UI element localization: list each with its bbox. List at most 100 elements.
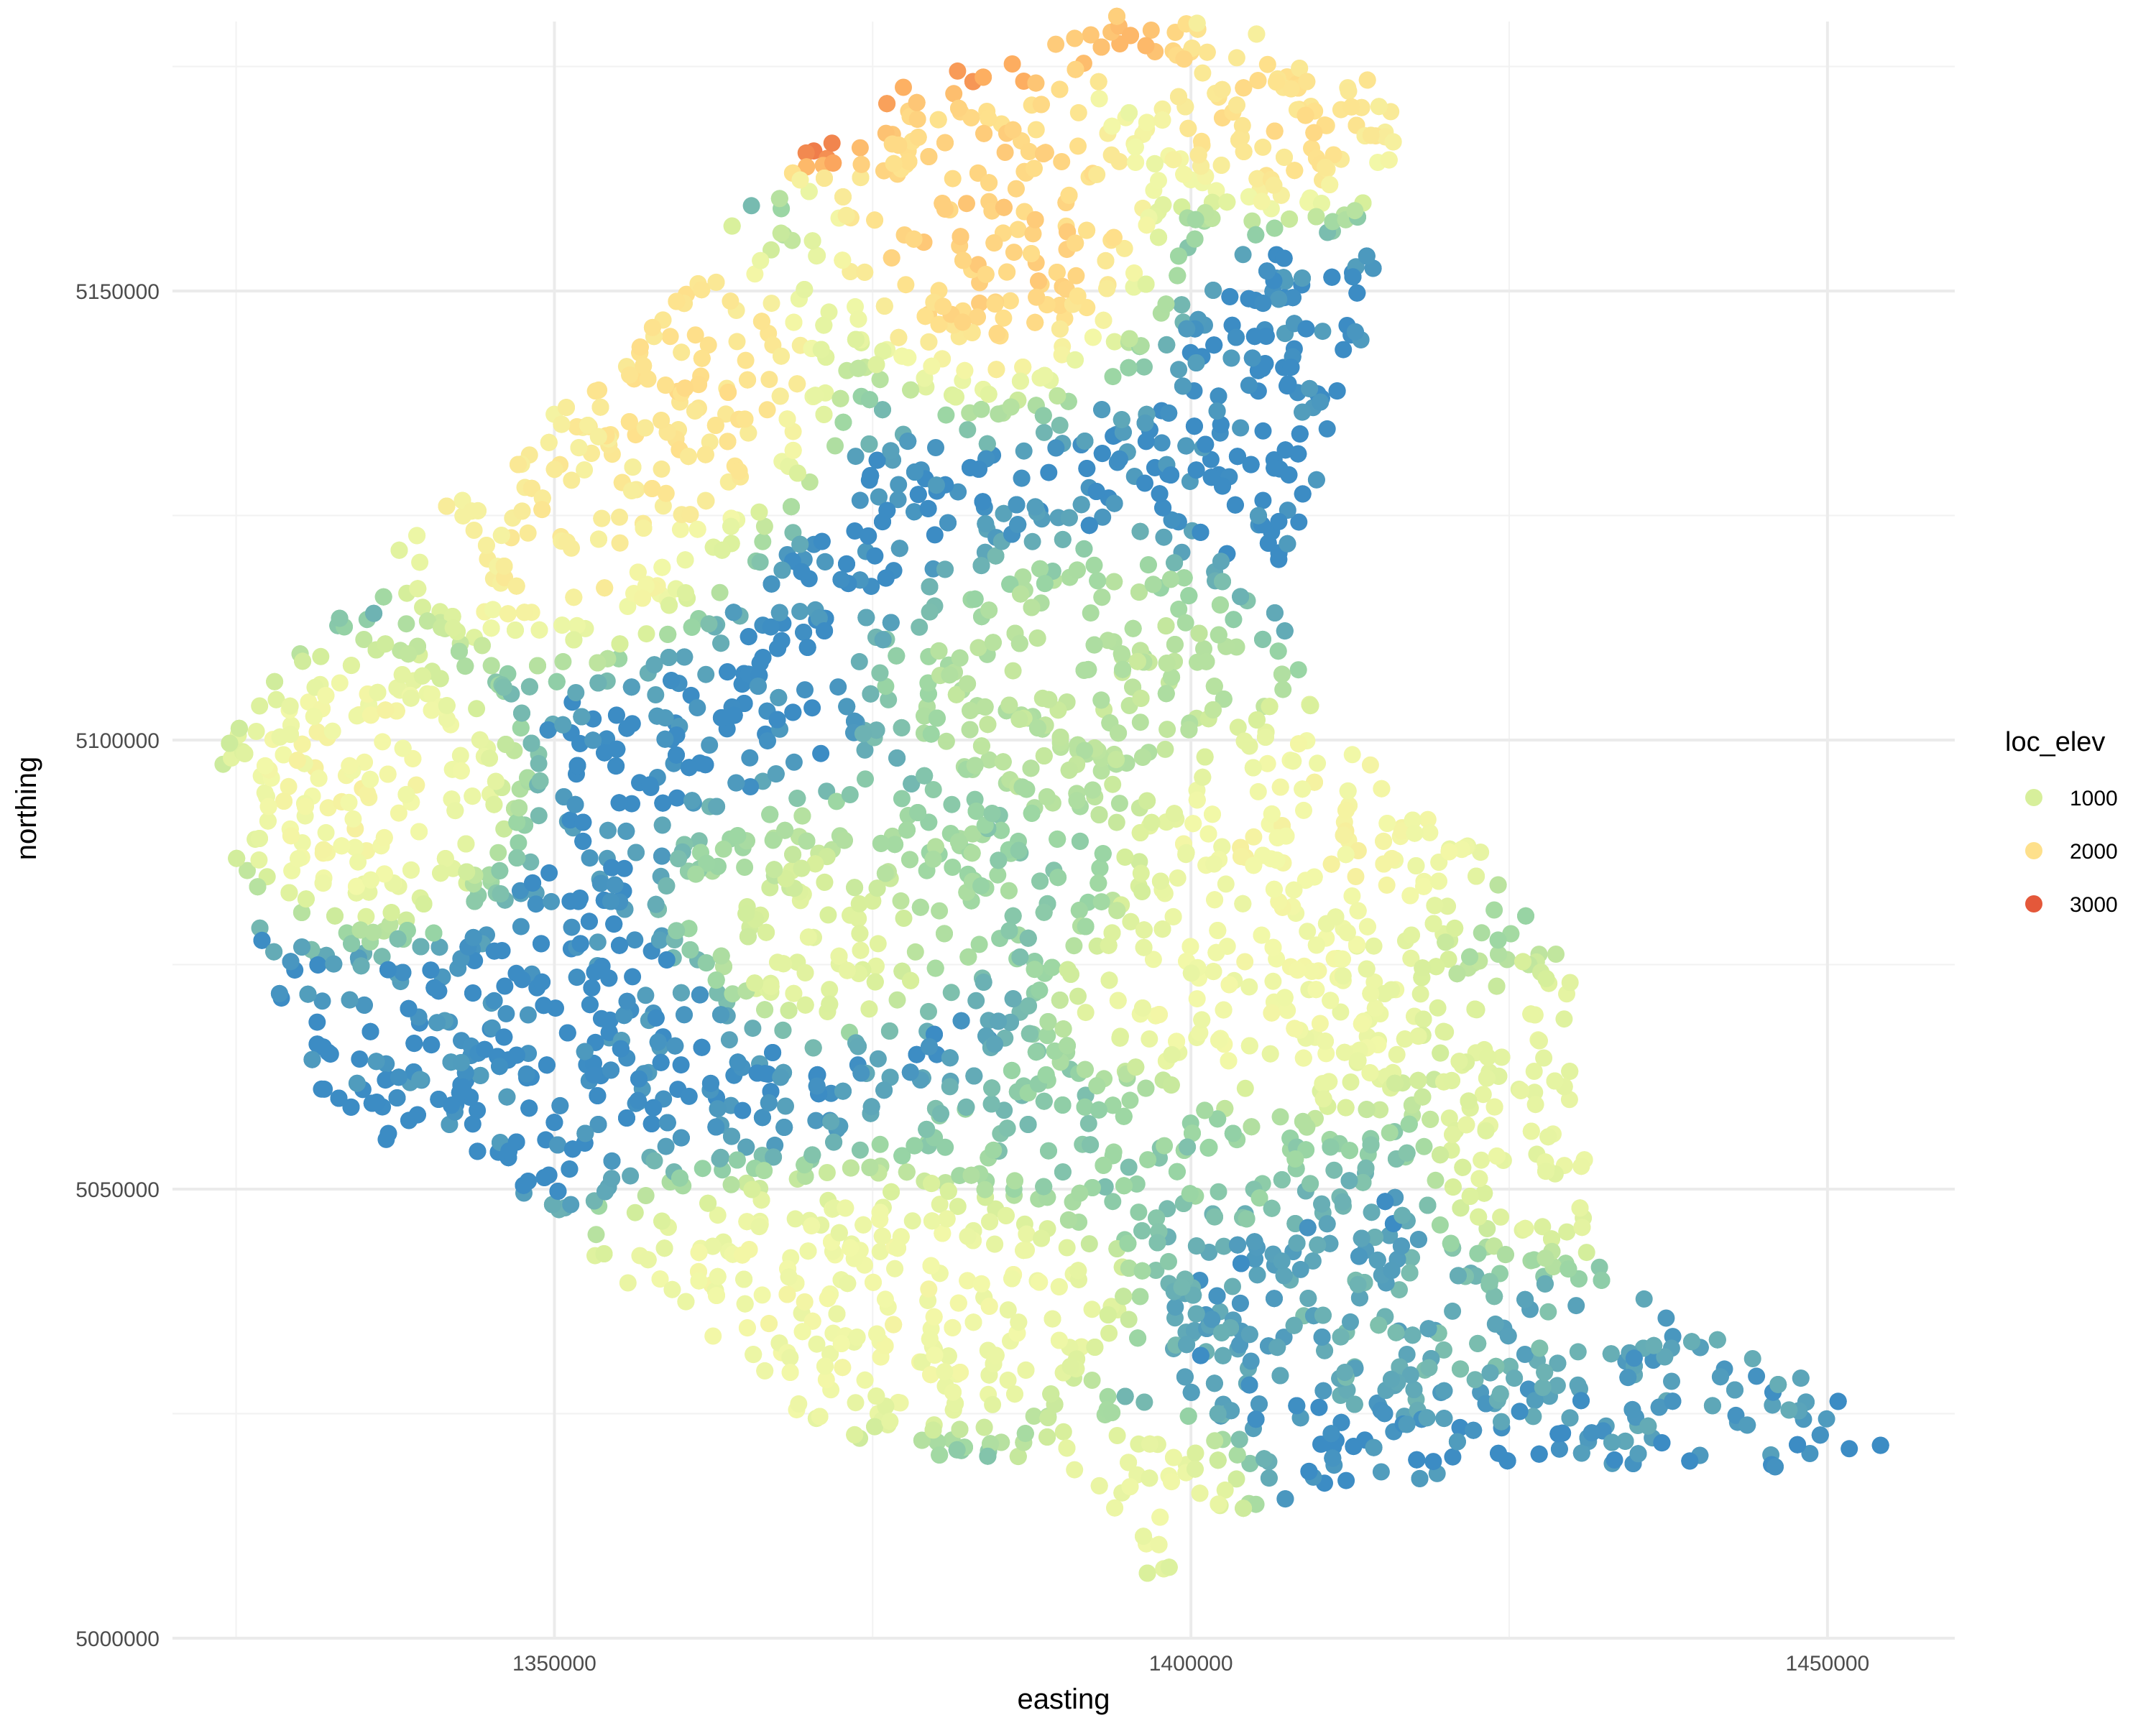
data-point	[647, 686, 664, 703]
data-point	[877, 1290, 894, 1308]
data-point	[567, 684, 584, 701]
data-point	[763, 619, 780, 636]
data-point	[510, 834, 527, 851]
data-point	[530, 807, 548, 824]
data-point	[1133, 883, 1151, 900]
data-point	[1158, 721, 1176, 738]
data-point	[627, 1204, 644, 1221]
data-point	[688, 699, 706, 716]
data-point	[687, 326, 704, 343]
data-point	[1077, 1004, 1095, 1021]
data-point	[931, 902, 948, 920]
data-point	[1084, 1300, 1101, 1318]
data-point	[588, 1226, 605, 1243]
data-point	[1100, 1325, 1118, 1342]
data-point	[1262, 1045, 1279, 1063]
data-point	[760, 371, 778, 388]
data-point	[1181, 938, 1199, 955]
data-point	[736, 859, 753, 876]
data-point	[1132, 713, 1149, 731]
data-point	[722, 292, 739, 310]
data-point	[1069, 988, 1087, 1005]
data-point	[1069, 137, 1087, 154]
data-point	[1054, 1163, 1072, 1181]
data-point	[622, 1168, 639, 1185]
data-point	[1567, 1297, 1585, 1314]
data-point	[694, 1160, 711, 1177]
data-point	[824, 134, 841, 152]
data-point	[646, 1152, 663, 1170]
data-point	[1240, 376, 1258, 394]
data-point	[251, 698, 268, 715]
data-point	[1264, 973, 1281, 990]
data-point	[744, 1020, 761, 1037]
data-point	[895, 79, 912, 96]
data-point	[514, 971, 531, 988]
data-point	[1005, 244, 1023, 261]
data-point	[528, 895, 545, 912]
data-point	[1059, 1239, 1076, 1257]
data-point	[893, 892, 910, 910]
data-point	[351, 1050, 368, 1068]
data-point	[999, 1119, 1016, 1137]
data-point	[1290, 661, 1307, 678]
data-point	[1362, 757, 1379, 774]
data-point	[248, 723, 265, 740]
data-point	[819, 906, 837, 923]
data-point	[1240, 979, 1258, 996]
data-point	[927, 439, 944, 456]
data-point	[958, 195, 975, 212]
data-point	[1467, 1371, 1484, 1388]
data-point	[1492, 1209, 1509, 1226]
data-point	[1130, 1203, 1147, 1221]
data-point	[967, 992, 985, 1009]
data-point	[701, 615, 718, 632]
data-point	[1578, 1244, 1595, 1261]
data-point	[943, 984, 960, 1001]
data-point	[1319, 420, 1336, 438]
data-point	[663, 1281, 681, 1298]
data-point	[672, 521, 689, 538]
data-point	[1120, 1159, 1138, 1176]
data-point	[866, 547, 883, 565]
data-point	[1344, 746, 1361, 763]
data-point	[997, 144, 1014, 161]
data-point	[324, 723, 341, 740]
data-point	[1155, 529, 1172, 546]
data-point	[889, 992, 906, 1009]
data-point	[619, 1275, 637, 1292]
data-point	[1070, 104, 1087, 121]
data-point	[1000, 882, 1018, 900]
data-point	[543, 893, 560, 910]
data-point	[681, 1088, 698, 1105]
major-gridlines	[172, 22, 1955, 1638]
data-point	[1270, 642, 1287, 660]
data-point	[1555, 1010, 1572, 1027]
data-point	[1082, 604, 1100, 622]
data-point	[1103, 147, 1120, 164]
data-point	[1539, 1303, 1557, 1321]
data-point	[1485, 902, 1503, 919]
data-point	[1224, 1278, 1241, 1295]
data-point	[892, 1395, 909, 1412]
data-point	[791, 603, 808, 620]
data-point	[1373, 1464, 1390, 1481]
data-point	[907, 943, 924, 961]
data-point	[1381, 1124, 1399, 1142]
data-point	[890, 476, 907, 494]
data-point	[959, 421, 976, 438]
data-point	[944, 859, 961, 876]
data-point	[984, 1396, 1001, 1413]
data-point	[938, 733, 955, 750]
data-point	[893, 790, 911, 808]
data-point	[682, 506, 699, 523]
data-point	[563, 471, 580, 489]
data-point	[1473, 924, 1491, 941]
data-point	[662, 328, 679, 345]
data-point	[530, 755, 548, 772]
data-point	[969, 639, 987, 656]
data-point	[1139, 1151, 1156, 1168]
data-point	[1237, 1080, 1254, 1097]
data-point	[1235, 246, 1252, 263]
data-point	[897, 276, 914, 293]
